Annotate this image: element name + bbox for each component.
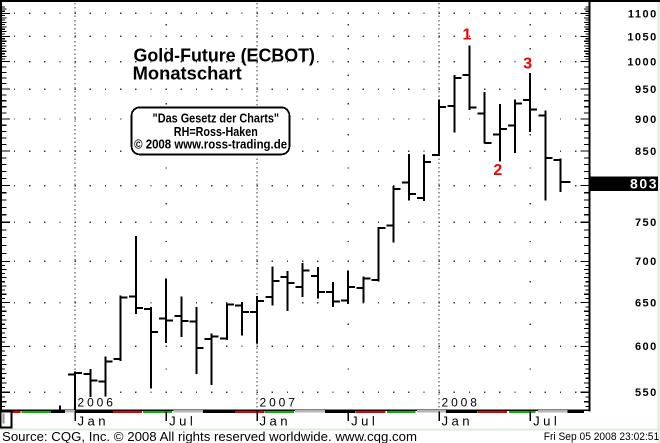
svg-text:RH=Ross-Haken: RH=Ross-Haken bbox=[174, 125, 258, 139]
svg-text:Jul: Jul bbox=[169, 413, 196, 428]
svg-text:© 2008 www.ross-trading.de: © 2008 www.ross-trading.de bbox=[134, 138, 287, 152]
svg-text:1: 1 bbox=[462, 26, 471, 43]
svg-text:1100: 1100 bbox=[628, 8, 658, 20]
svg-text:Monatschart: Monatschart bbox=[133, 63, 242, 83]
svg-text:Jan: Jan bbox=[442, 413, 474, 428]
svg-text:2: 2 bbox=[493, 162, 502, 179]
svg-text:1050: 1050 bbox=[627, 31, 657, 43]
svg-text:800: 800 bbox=[635, 180, 658, 192]
svg-text:Source: CQG, Inc. © 2008 All r: Source: CQG, Inc. © 2008 All rights rese… bbox=[2, 429, 417, 443]
svg-text:2007: 2007 bbox=[260, 396, 298, 410]
svg-text:Gold-Future (ECBOT): Gold-Future (ECBOT) bbox=[134, 46, 316, 66]
svg-text:950: 950 bbox=[635, 84, 658, 96]
svg-text:Jan: Jan bbox=[78, 413, 110, 428]
svg-text:2006: 2006 bbox=[78, 396, 116, 410]
svg-text:750: 750 bbox=[635, 217, 658, 229]
svg-text:850: 850 bbox=[635, 146, 658, 158]
svg-text:Jul: Jul bbox=[351, 413, 378, 428]
svg-text:803: 803 bbox=[630, 175, 658, 191]
svg-text:2008: 2008 bbox=[442, 396, 480, 410]
svg-text:Fri Sep 05 2008 23:02:51: Fri Sep 05 2008 23:02:51 bbox=[544, 431, 660, 443]
svg-text:650: 650 bbox=[635, 298, 658, 310]
svg-text:Jan: Jan bbox=[260, 413, 292, 428]
svg-text:900: 900 bbox=[635, 114, 658, 126]
svg-text:Jul: Jul bbox=[533, 413, 560, 428]
svg-text:700: 700 bbox=[635, 256, 658, 268]
svg-text:1000: 1000 bbox=[627, 56, 657, 68]
svg-text:600: 600 bbox=[635, 341, 658, 353]
svg-text:550: 550 bbox=[635, 387, 658, 399]
svg-text:3: 3 bbox=[523, 55, 532, 72]
svg-text:"Das Gesetz der Charts": "Das Gesetz der Charts" bbox=[153, 112, 280, 126]
